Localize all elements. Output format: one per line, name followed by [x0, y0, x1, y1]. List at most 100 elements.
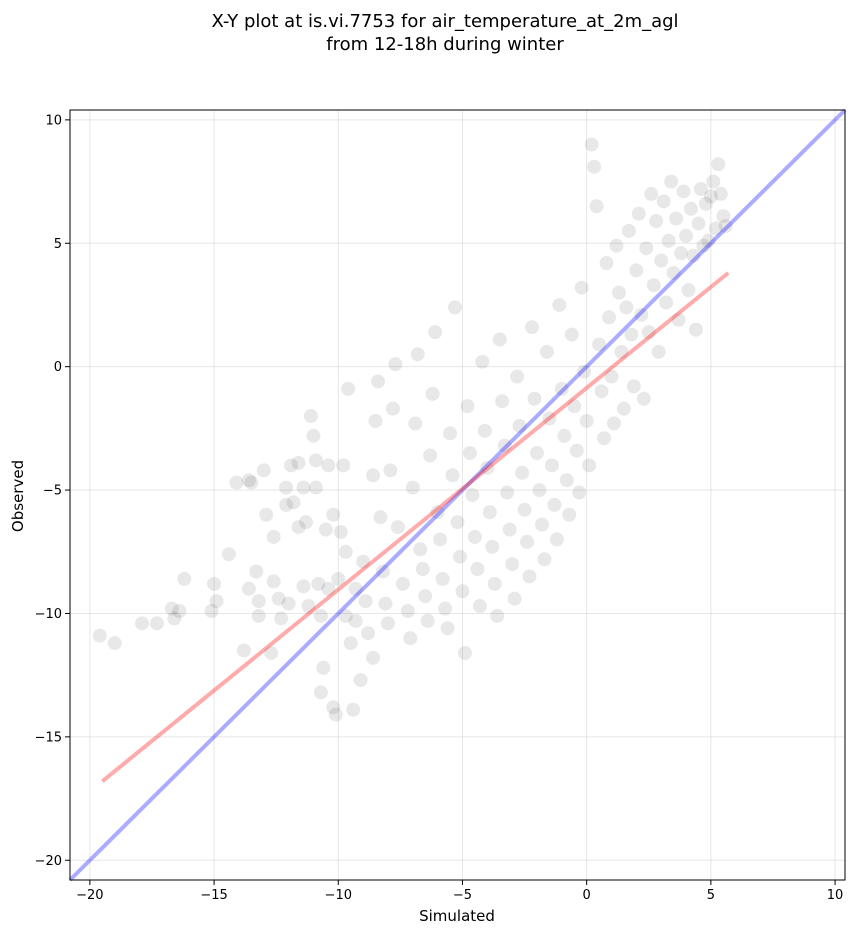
y-tick-label: −10 — [35, 607, 62, 622]
data-point — [438, 601, 453, 616]
data-point — [306, 428, 321, 443]
chart-title-line-2: from 12-18h during winter — [326, 34, 564, 55]
data-point — [428, 325, 443, 340]
data-point — [328, 707, 343, 722]
data-point — [343, 636, 358, 651]
data-point — [298, 515, 313, 530]
data-point — [400, 603, 415, 618]
data-point — [512, 418, 527, 433]
data-point — [308, 480, 323, 495]
data-point — [671, 312, 686, 327]
data-point — [423, 448, 438, 463]
data-point — [609, 238, 624, 253]
x-tick-label: −20 — [76, 888, 103, 903]
data-point — [448, 300, 463, 315]
data-point — [614, 344, 629, 359]
data-point — [353, 673, 368, 688]
data-point — [522, 569, 537, 584]
data-point — [515, 465, 530, 480]
data-point — [505, 557, 520, 572]
data-point — [611, 285, 626, 300]
data-point — [651, 344, 666, 359]
data-point — [207, 576, 222, 591]
data-point — [361, 626, 376, 641]
data-point — [256, 463, 271, 478]
data-point — [579, 413, 594, 428]
data-point — [341, 381, 356, 396]
data-point — [296, 480, 311, 495]
data-point — [249, 564, 264, 579]
data-point — [567, 399, 582, 414]
data-point — [346, 702, 361, 717]
data-point — [517, 502, 532, 517]
data-point — [209, 594, 224, 609]
data-points — [92, 137, 733, 722]
data-point — [703, 189, 718, 204]
data-point — [589, 199, 604, 214]
data-point — [443, 426, 458, 441]
data-point — [574, 280, 589, 295]
data-point — [333, 525, 348, 540]
data-point — [487, 576, 502, 591]
data-point — [616, 401, 631, 416]
data-point — [313, 685, 328, 700]
y-tick-label: 5 — [54, 237, 62, 252]
data-point — [649, 214, 664, 229]
data-point — [597, 431, 612, 446]
x-tick-label: −10 — [325, 888, 352, 903]
data-point — [497, 438, 512, 453]
data-point — [348, 581, 363, 596]
data-point — [415, 562, 430, 577]
data-point — [467, 529, 482, 544]
data-point — [460, 399, 475, 414]
data-point — [701, 233, 716, 248]
data-point — [405, 480, 420, 495]
data-point — [532, 483, 547, 498]
data-point — [348, 613, 363, 628]
data-point — [435, 571, 450, 586]
data-point — [661, 233, 676, 248]
data-point — [569, 443, 584, 458]
data-point — [380, 616, 395, 631]
data-point — [303, 409, 318, 424]
data-point — [542, 411, 557, 426]
data-point — [679, 228, 694, 243]
data-point — [266, 529, 281, 544]
data-point — [92, 628, 107, 643]
reference-lines — [68, 108, 847, 882]
data-point — [572, 485, 587, 500]
data-point — [241, 581, 256, 596]
data-point — [236, 643, 251, 658]
data-point — [368, 413, 383, 428]
data-point — [587, 159, 602, 174]
data-point — [107, 636, 122, 651]
data-point — [418, 589, 433, 604]
data-point — [301, 599, 316, 614]
data-point — [659, 295, 674, 310]
data-point — [408, 416, 423, 431]
data-point — [599, 256, 614, 271]
data-point — [259, 507, 274, 522]
data-point — [646, 278, 661, 293]
data-point — [465, 488, 480, 502]
data-point — [378, 596, 393, 611]
data-point — [490, 608, 505, 623]
chart-title-line-1: X-Y plot at is.vi.7753 for air_temperatu… — [211, 11, 678, 32]
data-point — [554, 381, 569, 396]
grid — [70, 110, 845, 880]
data-point — [455, 584, 470, 599]
data-point — [420, 613, 435, 628]
fit-line — [101, 271, 730, 783]
data-point — [477, 423, 492, 438]
data-point — [403, 631, 418, 646]
data-point — [621, 223, 636, 238]
data-point — [445, 468, 460, 483]
data-point — [629, 263, 644, 278]
data-point — [331, 571, 346, 586]
data-point — [552, 297, 567, 312]
data-point — [634, 307, 649, 322]
data-point — [430, 505, 445, 520]
x-tick-label: −5 — [453, 888, 472, 903]
data-point — [284, 458, 299, 473]
